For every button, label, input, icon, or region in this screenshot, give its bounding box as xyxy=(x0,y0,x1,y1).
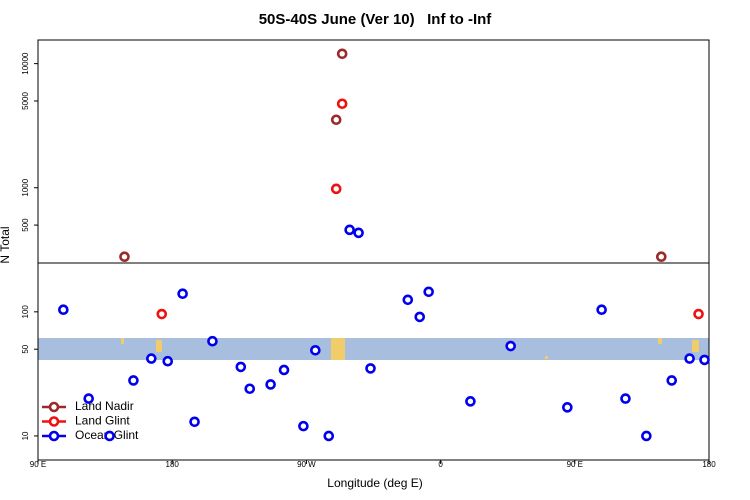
point xyxy=(336,48,348,60)
point xyxy=(83,393,94,404)
point xyxy=(58,304,69,316)
point xyxy=(104,430,115,442)
point xyxy=(162,355,174,367)
point xyxy=(177,288,188,300)
plot-frame xyxy=(37,39,710,461)
x-tick-label: 0 xyxy=(438,460,443,469)
point xyxy=(596,304,607,316)
legend-marker xyxy=(48,401,60,413)
point xyxy=(330,114,342,126)
point xyxy=(693,308,704,320)
point xyxy=(156,308,168,320)
point xyxy=(641,430,652,442)
point xyxy=(666,375,678,386)
point xyxy=(278,364,290,376)
point xyxy=(146,353,157,364)
point xyxy=(562,402,573,413)
point xyxy=(620,393,631,404)
land xyxy=(121,338,124,344)
y-tick-label: 500 xyxy=(21,218,30,232)
point xyxy=(344,224,355,236)
x-tick-label: 90 E xyxy=(567,460,583,469)
land xyxy=(156,340,162,352)
y-tick-label: 10000 xyxy=(21,52,30,75)
land xyxy=(692,340,699,352)
x-tick-label: 90 W xyxy=(297,460,316,469)
x-tick-label: 90 E xyxy=(30,460,46,469)
point xyxy=(128,375,139,386)
point xyxy=(235,361,247,373)
y-tick-label: 100 xyxy=(21,305,30,319)
point xyxy=(699,354,710,366)
point xyxy=(505,340,516,352)
legend-marker xyxy=(48,416,60,427)
x-tick-label: 180 xyxy=(166,460,180,469)
point xyxy=(465,396,476,407)
y-axis-label: N Total xyxy=(0,226,12,263)
y-tick-label: 10 xyxy=(21,431,30,440)
land xyxy=(331,338,345,360)
point xyxy=(298,420,309,432)
land xyxy=(658,338,662,344)
point xyxy=(310,344,321,356)
chart-title: 50S-40S June (Ver 10) Inf to -Inf xyxy=(259,11,493,28)
x-tick-label: 180 xyxy=(702,460,716,469)
point xyxy=(330,183,342,195)
point xyxy=(423,286,434,298)
point xyxy=(414,311,426,323)
legend-label: Land Glint xyxy=(75,414,130,428)
land-strips xyxy=(121,338,699,360)
y-tick-label: 50 xyxy=(21,344,30,353)
point xyxy=(336,98,348,110)
legend-marker xyxy=(48,430,60,442)
point xyxy=(265,379,276,390)
point xyxy=(655,251,667,263)
point xyxy=(323,430,335,442)
point xyxy=(244,383,256,395)
point xyxy=(353,227,364,239)
y-tick-label: 1000 xyxy=(21,178,30,196)
land xyxy=(545,356,548,359)
latitude-band xyxy=(38,338,709,360)
y-tick-label: 5000 xyxy=(21,92,30,110)
point xyxy=(684,353,695,364)
x-axis-label: Longitude (deg E) xyxy=(327,476,422,490)
point xyxy=(207,335,218,347)
point xyxy=(189,416,200,428)
point xyxy=(365,363,376,374)
legend-label: Land Nadir xyxy=(75,399,134,413)
point xyxy=(119,251,130,263)
point xyxy=(402,294,414,306)
